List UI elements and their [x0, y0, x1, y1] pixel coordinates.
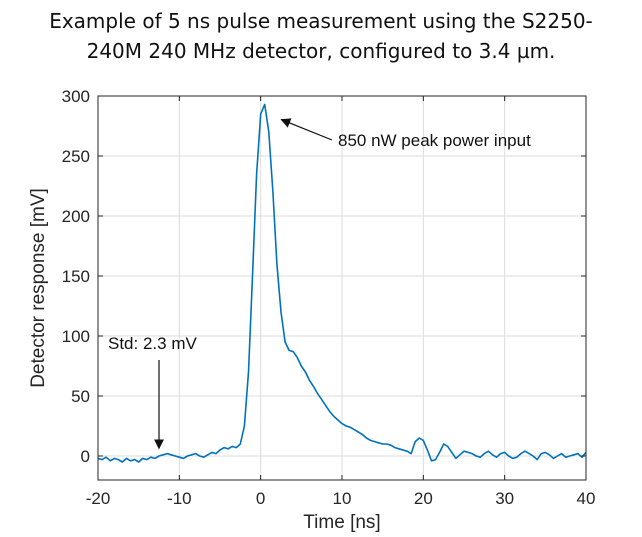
x-tick-label: 0	[256, 489, 265, 508]
x-tick-label: 20	[414, 489, 433, 508]
y-tick-label: 50	[71, 387, 90, 406]
y-tick-label: 200	[62, 207, 90, 226]
x-axis-label: Time [ns]	[303, 512, 380, 533]
y-axis-label: Detector response [mV]	[28, 188, 49, 388]
x-tick-label: 40	[577, 489, 596, 508]
x-tick-label: 30	[495, 489, 514, 508]
x-tick-label: 10	[333, 489, 352, 508]
annotations-group: 850 nW peak power input Std: 2.3 mV	[108, 118, 531, 450]
ticks-group: -20 -10 0 10 20 30 40 0 50 100 150 200 250 300	[62, 87, 596, 508]
series-line	[97, 103, 587, 463]
x-tick-label: -20	[86, 489, 111, 508]
title-line-1: Example of 5 ns pulse measurement using …	[49, 9, 593, 33]
y-tick-label: 150	[62, 267, 90, 286]
annotation-peak-power: 850 nW peak power input	[338, 131, 531, 150]
title-line-2: 240M 240 MHz detector, configured to 3.4…	[86, 39, 556, 63]
annotation-arrow-peak	[280, 118, 333, 141]
y-tick-label: 0	[81, 447, 90, 466]
labels-group: Time [ns] Detector response [mV]	[28, 188, 381, 533]
annotation-std: Std: 2.3 mV	[108, 334, 197, 353]
series-group	[97, 103, 587, 463]
y-tick-label: 300	[62, 87, 90, 106]
y-tick-label: 100	[62, 327, 90, 346]
x-tick-label: -10	[167, 489, 192, 508]
chart-title: Example of 5 ns pulse measurement using …	[0, 6, 642, 66]
y-tick-label: 250	[62, 147, 90, 166]
